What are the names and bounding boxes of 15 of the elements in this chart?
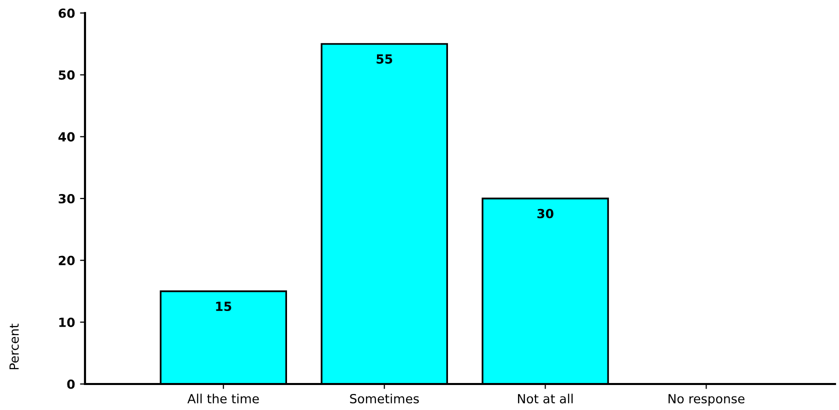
x-tick-label: No response: [668, 394, 744, 406]
y-tick-label: 20: [58, 256, 75, 266]
y-tick-label: 0: [67, 379, 75, 389]
data-label: 15: [216, 302, 232, 312]
x-tick-label: Sometimes: [350, 394, 419, 404]
y-tick-label: 40: [58, 132, 75, 142]
y-tick-label: 50: [58, 70, 75, 80]
y-tick-label: 60: [58, 8, 75, 18]
x-tick-label: All the time: [187, 394, 259, 404]
data-label: 30: [537, 208, 554, 218]
y-axis-title: Percent: [10, 324, 19, 370]
y-tick-label: 10: [59, 318, 75, 328]
y-tick-label: 30: [58, 194, 75, 204]
data-label: 55: [376, 54, 392, 64]
x-tick-label: Not at all: [518, 394, 573, 404]
